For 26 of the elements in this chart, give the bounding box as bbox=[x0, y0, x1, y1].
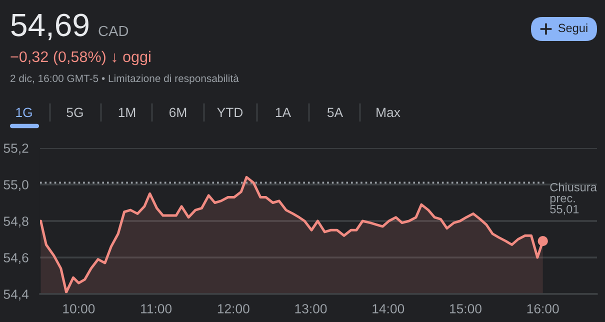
text: Segui bbox=[558, 24, 588, 34]
x-tick-label: 11:00 bbox=[141, 304, 172, 314]
y-tick-label: 54,4 bbox=[4, 290, 29, 300]
text: Max bbox=[376, 108, 400, 118]
chart-subtitle: −0,32 (0,58%) ↓ oggi bbox=[10, 50, 150, 66]
x-tick-label: 16:00 bbox=[527, 304, 559, 314]
x-tick-label: 15:00 bbox=[450, 304, 482, 314]
y-tick-label: 54,6 bbox=[4, 253, 28, 264]
y-tick-label: 54,8 bbox=[4, 216, 28, 228]
text: 5A bbox=[327, 108, 344, 118]
text: 5G bbox=[66, 108, 83, 118]
text: CAD bbox=[98, 26, 128, 36]
x-tick-label: 12:00 bbox=[218, 304, 250, 314]
text: 2 dic, 16:00 GMT-5 • Limitazione di responsabilità bbox=[10, 74, 239, 84]
chart-title: 54,69 bbox=[11, 14, 88, 40]
y-tick-label: 55,0 bbox=[4, 180, 28, 191]
text: 1M bbox=[118, 108, 136, 117]
ref-line-label: Chiusura prec. 55,01 bbox=[550, 182, 597, 215]
x-tick-label: 13:00 bbox=[295, 304, 327, 314]
text: YTD bbox=[217, 108, 243, 117]
y-tick-label: 55,2 bbox=[4, 144, 28, 154]
x-tick-label: 14:00 bbox=[372, 304, 404, 314]
text: 1G bbox=[16, 108, 32, 118]
x-tick-label: 10:00 bbox=[63, 304, 95, 314]
text: 6M bbox=[170, 108, 186, 118]
text: 1A bbox=[276, 108, 292, 117]
